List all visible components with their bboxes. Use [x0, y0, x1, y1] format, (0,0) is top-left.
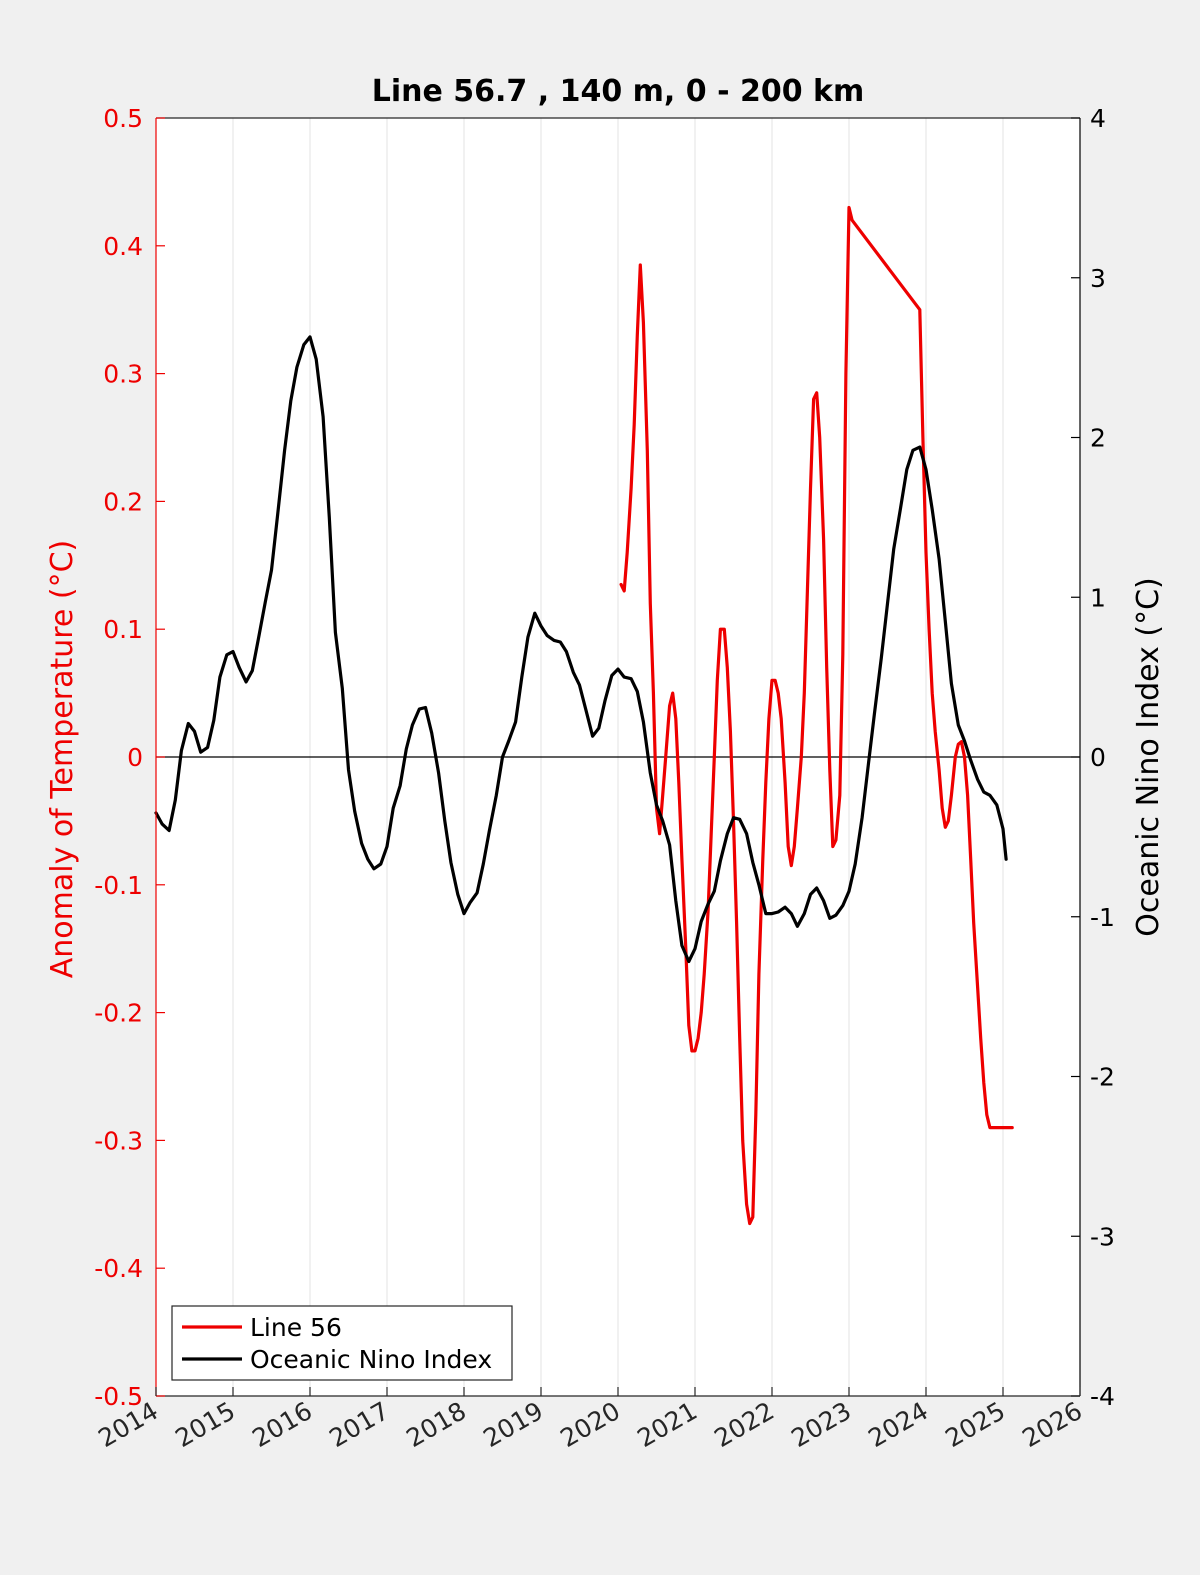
right-tick-label: 4: [1090, 104, 1106, 133]
x-tick-label: 2021: [632, 1396, 702, 1453]
left-tick-label: 0: [127, 743, 143, 772]
legend: Line 56 Oceanic Nino Index: [171, 1305, 513, 1381]
right-tick-label: 1: [1090, 583, 1106, 612]
left-tick-label: -0.2: [94, 999, 143, 1028]
x-tick-label: 2026: [1017, 1396, 1087, 1453]
series-line-oceanic-nino-index: [154, 335, 1008, 964]
right-tick-label: -2: [1090, 1063, 1115, 1092]
right-tick-label: -3: [1090, 1222, 1115, 1251]
x-tick-label: 2018: [401, 1396, 471, 1453]
x-tick-label: 2017: [324, 1396, 394, 1453]
left-tick-label: -0.3: [94, 1126, 143, 1155]
chart-title: Line 56.7 , 140 m, 0 - 200 km: [372, 74, 865, 109]
x-tick-label: 2024: [863, 1396, 933, 1453]
x-tick-label: 2016: [247, 1396, 317, 1453]
left-tick-label: 0.2: [103, 487, 143, 516]
legend-label: Oceanic Nino Index: [250, 1345, 492, 1374]
left-tick-label: -0.1: [94, 871, 143, 900]
right-tick-label: 2: [1090, 424, 1106, 453]
right-axis-label: Oceanic Nino Index (°C): [1131, 577, 1166, 937]
left-tick-label: 0.5: [103, 104, 143, 133]
left-tick-label: -0.4: [94, 1254, 143, 1283]
right-tick-label: 0: [1090, 743, 1106, 772]
left-tick-label: 0.1: [103, 615, 143, 644]
right-tick-label: -1: [1090, 903, 1115, 932]
right-tick-label: -4: [1090, 1382, 1115, 1411]
left-axis-label: Anomaly of Temperature (°C): [45, 540, 80, 979]
series-line-line-56: [619, 205, 1014, 1226]
x-tick-label: 2023: [786, 1396, 856, 1453]
x-tick-label: 2022: [709, 1396, 779, 1453]
right-tick-label: 3: [1090, 264, 1106, 293]
left-tick-label: 0.3: [103, 360, 143, 389]
legend-label: Line 56: [250, 1313, 342, 1342]
x-tick-label: 2025: [940, 1396, 1010, 1453]
legend-box: [171, 1305, 513, 1381]
x-tick-label: 2020: [555, 1396, 625, 1453]
left-tick-label: -0.5: [94, 1382, 143, 1411]
x-tick-label: 2015: [170, 1396, 240, 1453]
left-tick-label: 0.4: [103, 232, 143, 261]
x-tick-label: 2019: [478, 1396, 548, 1453]
